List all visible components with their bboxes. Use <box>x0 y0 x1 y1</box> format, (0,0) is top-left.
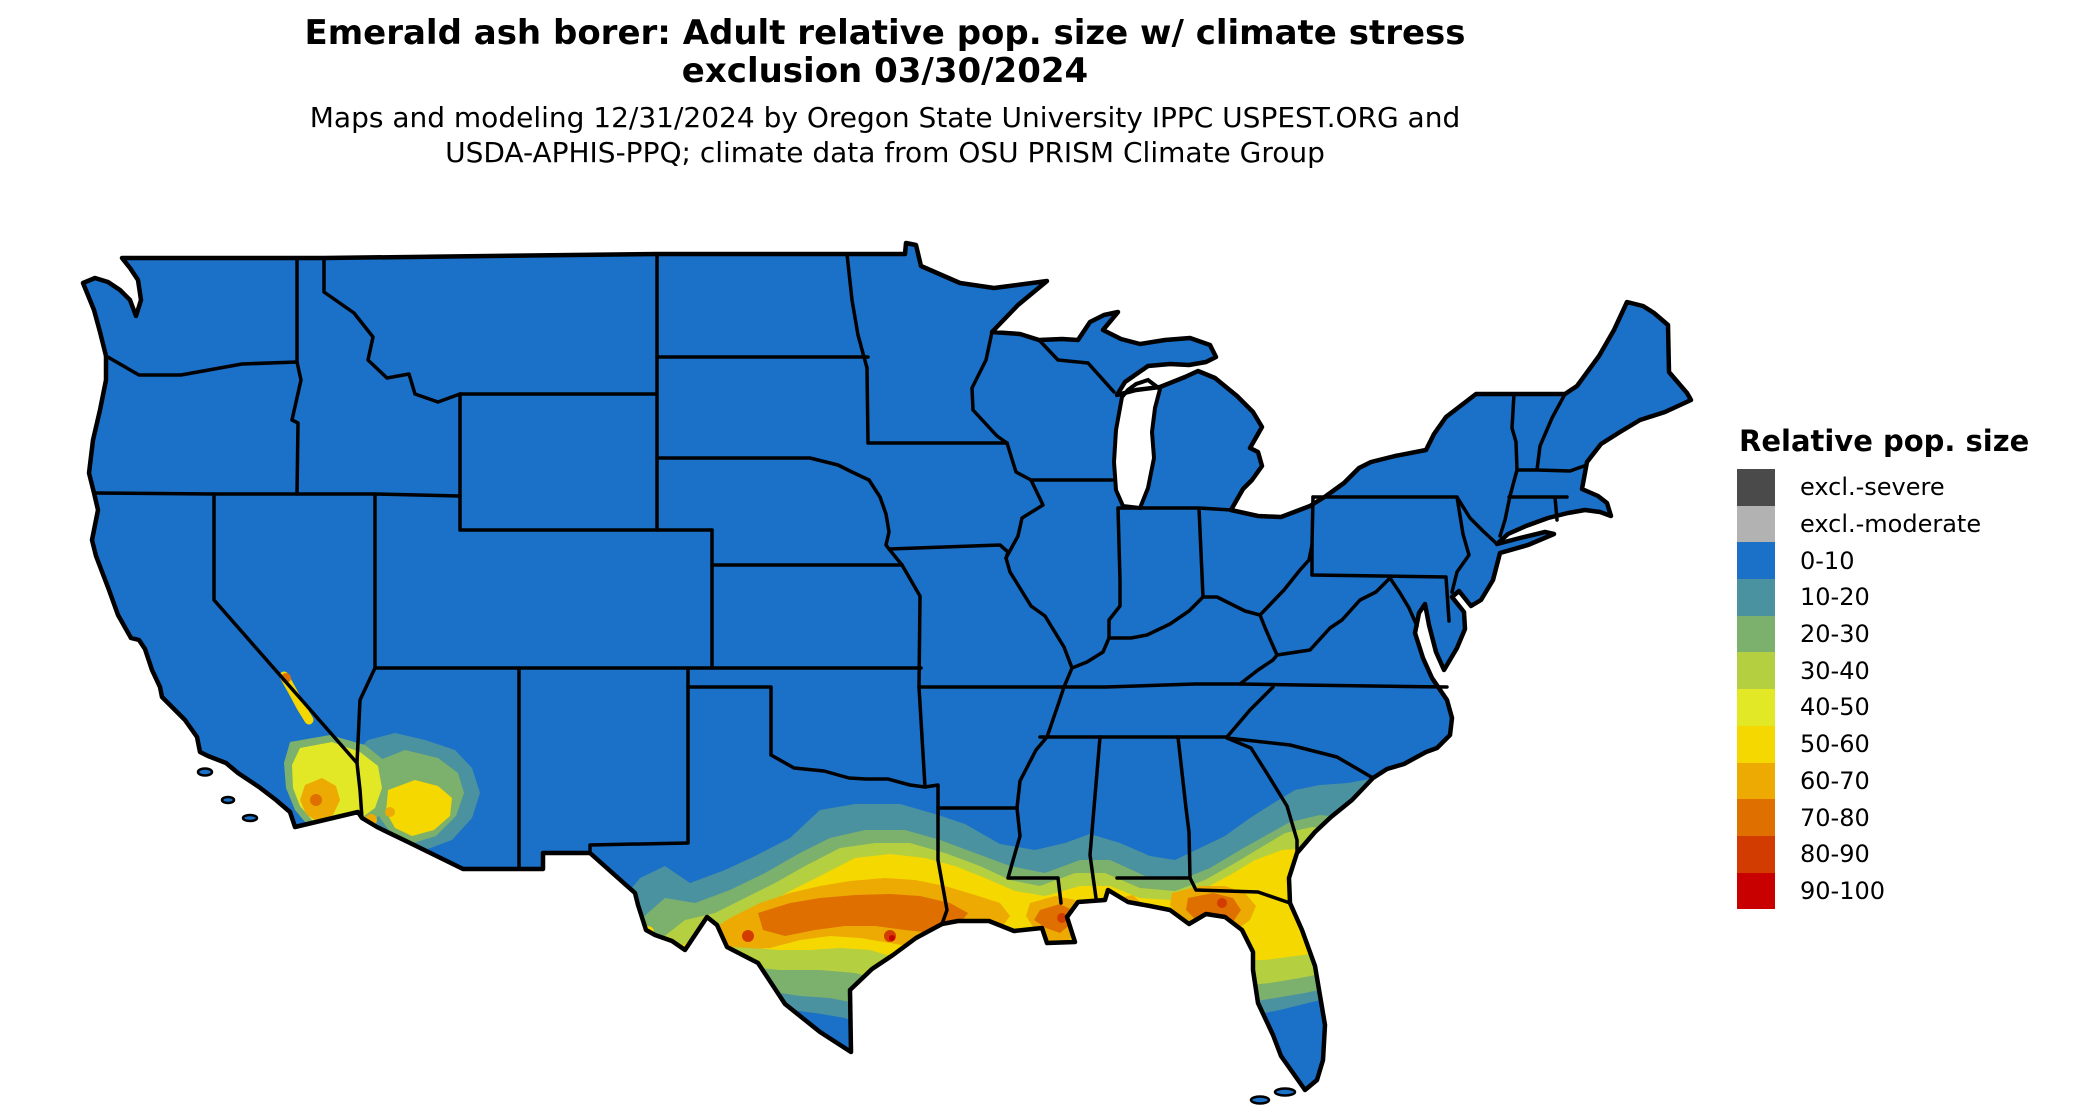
lake-michigan <box>1111 377 1163 511</box>
key-west <box>1249 1095 1271 1105</box>
range-50-60-label: 50-60 <box>1800 730 1870 759</box>
red-speck-1 <box>742 930 754 942</box>
red-speck-4 <box>1057 913 1067 923</box>
legend-row-range-50-60: 50-60 <box>1737 725 2097 763</box>
map-title-line-1: Emerald ash borer: Adult relative pop. s… <box>304 13 1466 53</box>
legend-row-range-70-80: 70-80 <box>1737 799 2097 836</box>
islands <box>196 767 1297 1105</box>
range-70-80-label: 70-80 <box>1800 803 1870 832</box>
range-80-90-label: 80-90 <box>1800 840 1870 869</box>
range-20-30-label: 20-30 <box>1800 620 1870 649</box>
legend-items: excl.-severe excl.-moderate 0-10 10-20 20-30… <box>1737 469 2097 910</box>
legend-title: Relative pop. size <box>1739 424 2030 458</box>
red-speck-3 <box>950 933 960 943</box>
range-70-80-swatch <box>1737 799 1775 836</box>
legend-row-range-20-30: 20-30 <box>1737 615 2097 653</box>
legend-row-range-30-40: 30-40 <box>1737 652 2097 690</box>
title-block: Emerald ash borer: Adult relative pop. s… <box>60 14 1710 170</box>
sfl-0-10 <box>1215 998 1330 1090</box>
excl-moderate-label: excl.-moderate <box>1800 510 1982 539</box>
socal-core <box>310 794 322 806</box>
legend-row-range-10-20: 10-20 <box>1737 579 2097 616</box>
map-subtitle-line-2: USDA-APHIS-PPQ; climate data from OSU PR… <box>445 136 1325 169</box>
legend-row-range-80-90: 80-90 <box>1737 835 2097 873</box>
excl-moderate-swatch <box>1737 505 1775 543</box>
range-50-60-swatch <box>1737 725 1775 763</box>
legend-row-excl-moderate: excl.-moderate <box>1737 505 2097 543</box>
red-speck-5 <box>1217 898 1227 908</box>
range-0-10-label: 0-10 <box>1800 546 1855 575</box>
legend-row-range-40-50: 40-50 <box>1737 689 2097 726</box>
excl-severe-swatch <box>1737 469 1775 506</box>
florida-keys <box>1273 1087 1297 1097</box>
state-borders <box>92 252 1586 926</box>
band-70-80-tx <box>758 894 968 936</box>
range-0-10-swatch <box>1737 542 1775 580</box>
stx-20-30 <box>698 966 894 1090</box>
range-30-40-swatch <box>1737 652 1775 690</box>
legend-row-excl-severe: excl.-severe <box>1737 469 2097 506</box>
range-90-100-swatch <box>1737 872 1775 910</box>
range-40-50-label: 40-50 <box>1800 693 1870 722</box>
legend-row-range-90-100: 90-100 <box>1737 872 2097 910</box>
range-80-90-swatch <box>1737 835 1775 873</box>
excl-severe-label: excl.-severe <box>1800 473 1945 502</box>
us-outline <box>80 240 1694 1093</box>
range-10-20-swatch <box>1737 579 1775 616</box>
az-orange-speck-2 <box>385 807 395 817</box>
band-70-80-delta <box>1034 904 1072 933</box>
range-10-20-label: 10-20 <box>1800 583 1870 612</box>
red-90-speck <box>889 935 895 941</box>
range-40-50-swatch <box>1737 689 1775 726</box>
subtitle-block: Maps and modeling 12/31/2024 by Oregon S… <box>60 100 1710 170</box>
legend: Relative pop. size excl.-severe excl.-mod… <box>1737 424 2097 910</box>
range-60-70-swatch <box>1737 762 1775 800</box>
range-20-30-swatch <box>1737 615 1775 653</box>
range-90-100-label: 90-100 <box>1800 876 1886 905</box>
band-40-50-az <box>386 780 452 836</box>
range-30-40-label: 30-40 <box>1800 656 1870 685</box>
map-title-line-2: exclusion 03/30/2024 <box>681 51 1089 91</box>
map-subtitle-line-1: Maps and modeling 12/31/2024 by Oregon S… <box>309 101 1461 134</box>
legend-row-range-0-10: 0-10 <box>1737 542 2097 580</box>
legend-row-range-60-70: 60-70 <box>1737 762 2097 800</box>
stx-0-10 <box>730 1008 862 1090</box>
range-60-70-label: 60-70 <box>1800 766 1870 795</box>
